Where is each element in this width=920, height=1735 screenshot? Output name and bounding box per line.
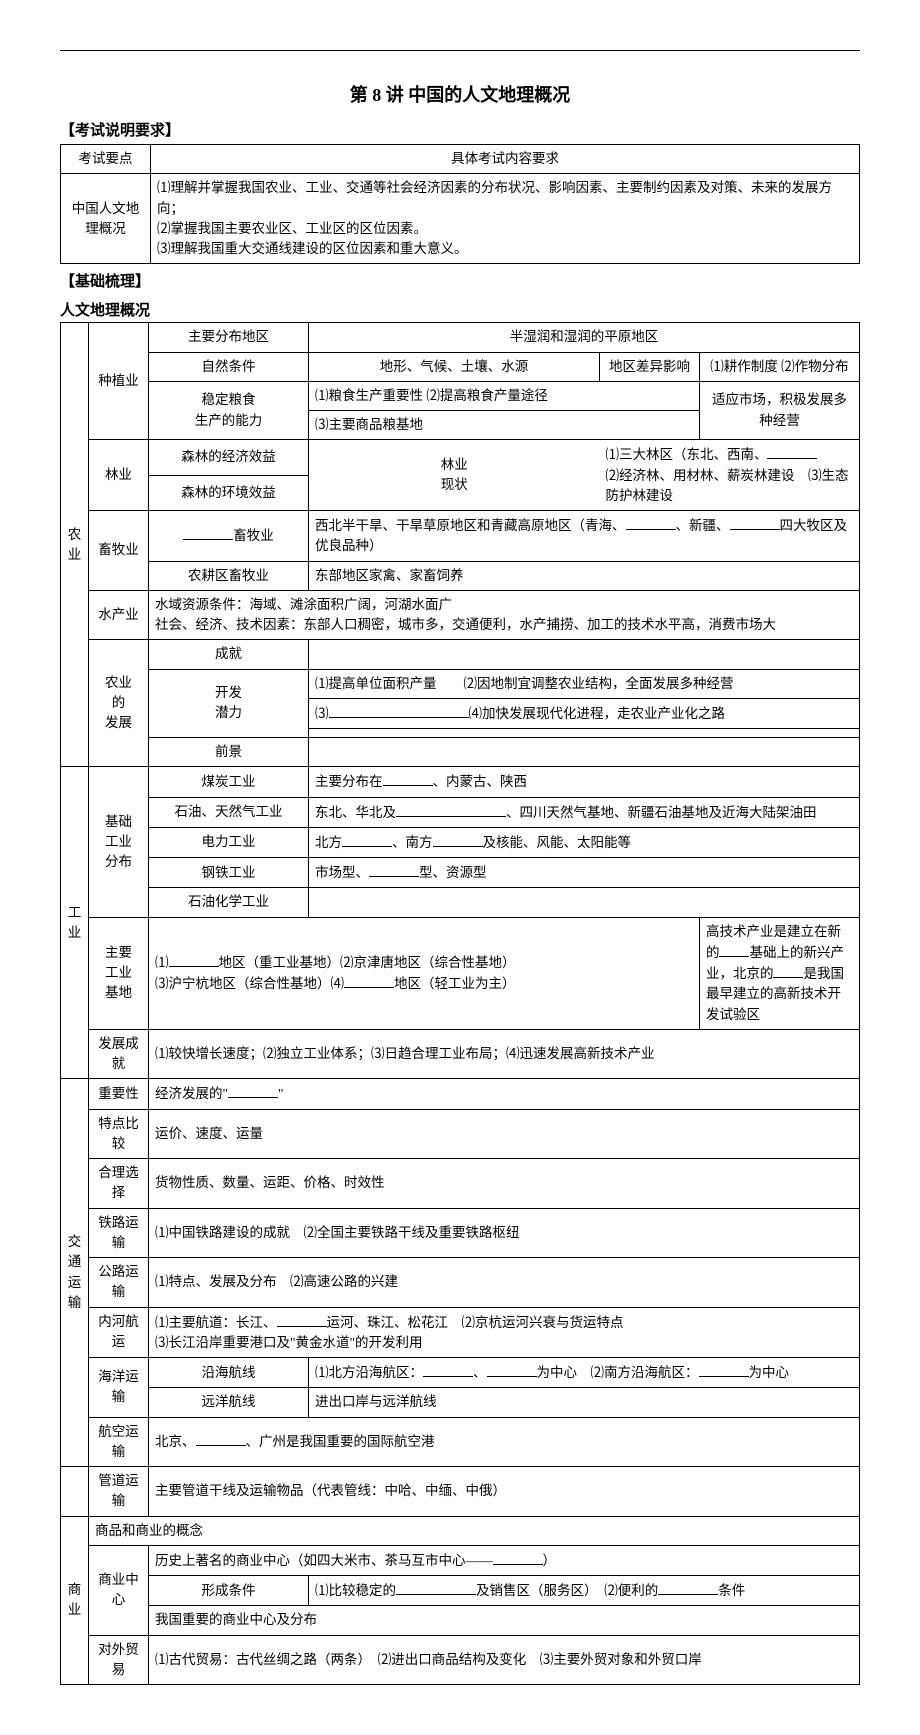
exam-row-content: ⑴理解并掌握我国农业、工业、交通等社会经济因素的分布状况、影响因素、主要制约因素… (151, 174, 860, 264)
cat-transport: 交通运输 (61, 1079, 89, 1467)
cell: 石油化学工业 (149, 888, 309, 917)
cell: ⑴三大林区（东北、西南、⑵经济林、用材林、薪炭林建设 ⑶生态防护林建设 (599, 440, 859, 511)
cell: 西北半干旱、干旱草原地区和青藏高原地区（青海、、新疆、四大牧区及优良品种） (309, 511, 860, 562)
cell: 特点比较 (89, 1109, 149, 1159)
cell: 半湿润和湿润的平原地区 (309, 323, 860, 352)
cell: ⑴较快增长速度；⑵独立工业体系；⑶日趋合理工业布局；⑷迅速发展高新技术产业 (149, 1029, 860, 1079)
cell: 远洋航线 (149, 1388, 309, 1417)
cell: 主要管道干线及运输物品（代表管线：中哈、中缅、中俄） (149, 1467, 860, 1517)
cell: 公路运输 (89, 1258, 149, 1308)
cell: 钢铁工业 (149, 858, 309, 888)
cell: 对外贸易 (89, 1635, 149, 1685)
cell: 煤炭工业 (149, 767, 309, 797)
cell: 东部地区家禽、家畜饲养 (309, 561, 860, 590)
cell: 我国重要的商业中心及分布 (149, 1606, 860, 1635)
cell: ⑴主要航道：长江、运河、珠江、松花江 ⑵京杭运河兴衰与货运特点⑶长江沿岸重要港口… (149, 1307, 860, 1358)
cell: 适应市场，积极发展多种经营 (699, 381, 859, 440)
cell: 运价、速度、运量 (149, 1109, 860, 1159)
exam-row-label: 中国人文地理概况 (61, 174, 151, 264)
cell: 海洋运输 (89, 1358, 149, 1418)
cat-commerce: 商业 (61, 1516, 89, 1685)
cell: ⑴特点、发展及分布 ⑵高速公路的兴建 (149, 1258, 860, 1308)
exam-table: 考试要点 具体考试内容要求 中国人文地理概况 ⑴理解并掌握我国农业、工业、交通等… (60, 144, 860, 264)
cat-agri-dev: 农业的发展 (89, 640, 149, 767)
cat-aquatic: 水产业 (89, 590, 149, 640)
cell: 开发潜力 (149, 669, 309, 738)
cat-agri: 农业 (61, 323, 89, 767)
cat-basic-ind: 基础工业分布 (89, 767, 149, 917)
cell: ⑴地区（重工业基地）⑵京津唐地区（综合性基地）⑶沪宁杭地区（综合性基地）⑷地区（… (149, 917, 700, 1029)
cell: 石油、天然气工业 (149, 797, 309, 827)
cat-planting: 种植业 (89, 323, 149, 440)
cell: 形成条件 (149, 1576, 309, 1606)
cell: 地区差异影响 (599, 352, 699, 381)
cell: ⑴粮食生产重要性 ⑵提高粮食产量途径 (309, 381, 700, 410)
cell: ⑴比较稳定的及销售区（服务区） ⑵便利的条件 (309, 1576, 860, 1606)
cell: 成就 (149, 640, 309, 669)
cell (309, 729, 860, 738)
cell: ⑴中国铁路建设的成就 ⑵全国主要铁路干线及重要铁路枢纽 (149, 1208, 860, 1258)
cat-ind-achieve: 发展成就 (89, 1029, 149, 1079)
cell (309, 640, 860, 669)
cell: 内河航运 (89, 1307, 149, 1358)
cat-forestry: 林业 (89, 440, 149, 511)
cat-ind-base: 主要工业基地 (89, 917, 149, 1029)
cell: 林业现状 (309, 440, 600, 511)
cell: 沿海航线 (149, 1358, 309, 1388)
cell: 商品和商业的概念 (89, 1516, 860, 1545)
cell: 进出口岸与远洋航线 (309, 1388, 860, 1417)
cell: ⑶主要商品粮基地 (309, 411, 700, 440)
sub-heading: 人文地理概况 (60, 299, 860, 320)
exam-header-left: 考试要点 (61, 145, 151, 174)
cell: 管道运输 (89, 1467, 149, 1517)
cat-industry: 工业 (61, 767, 89, 1079)
cell: 畜牧业 (149, 511, 309, 562)
cell: 航空运输 (89, 1417, 149, 1467)
cell: 历史上著名的商业中心（如四大米市、茶马互市中心——） (149, 1545, 860, 1575)
cell: 森林的环境效益 (149, 475, 309, 510)
cat-livestock: 畜牧业 (89, 511, 149, 591)
cell: 重要性 (89, 1079, 149, 1109)
cell: 北京、、广州是我国重要的国际航空港 (149, 1417, 860, 1467)
cell: 商业中心 (89, 1545, 149, 1635)
cell: 经济发展的"" (149, 1079, 860, 1109)
cell: ⑴古代贸易：古代丝绸之路（两条） ⑵进出口商品结构及变化 ⑶主要外贸对象和外贸口… (149, 1635, 860, 1685)
cell: 自然条件 (149, 352, 309, 381)
cell (61, 1467, 89, 1517)
cell: 北方、南方及核能、风能、太阳能等 (309, 827, 860, 857)
exam-header-right: 具体考试内容要求 (151, 145, 860, 174)
cell: 铁路运输 (89, 1208, 149, 1258)
cell: 高技术产业是建立在新的基础上的新兴产业，北京的是我国最早建立的高新技术开发试验区 (699, 917, 859, 1029)
cell: 货物性质、数量、运距、价格、时效性 (149, 1159, 860, 1209)
page-title: 第 8 讲 中国的人文地理概况 (60, 81, 860, 107)
cell: 水域资源条件：海域、滩涂面积广阔，河湖水面广社会、经济、技术因素：东部人口稠密，… (149, 590, 860, 640)
cell (309, 888, 860, 917)
cell: 主要分布地区 (149, 323, 309, 352)
cell: 电力工业 (149, 827, 309, 857)
cell: 农耕区畜牧业 (149, 561, 309, 590)
cell: 森林的经济效益 (149, 440, 309, 475)
cell: ⑴耕作制度 ⑵作物分布 (699, 352, 859, 381)
cell: 市场型、型、资源型 (309, 858, 860, 888)
cell: ⑴北方沿海航区：、为中心 ⑵南方沿海航区：为中心 (309, 1358, 860, 1388)
cell: 主要分布在、内蒙古、陕西 (309, 767, 860, 797)
basic-heading: 【基础梳理】 (60, 270, 860, 291)
cell: 合理选择 (89, 1159, 149, 1209)
main-table: 农业 种植业 主要分布地区 半湿润和湿润的平原地区 自然条件 地形、气候、土壤、… (60, 322, 860, 1685)
cell: ⑴提高单位面积产量 ⑵因地制宜调整农业结构，全面发展多种经营 (309, 669, 860, 698)
cell: ⑶⑷加快发展现代化进程，走农业产业化之路 (309, 698, 860, 728)
exam-heading: 【考试说明要求】 (60, 119, 860, 140)
cell: 东北、华北及、四川天然气基地、新疆石油基地及近海大陆架油田 (309, 797, 860, 827)
cell: 稳定粮食生产的能力 (149, 381, 309, 440)
cell (309, 738, 860, 767)
cell: 地形、气候、土壤、水源 (309, 352, 600, 381)
header-rule (60, 50, 860, 51)
cell: 前景 (149, 738, 309, 767)
